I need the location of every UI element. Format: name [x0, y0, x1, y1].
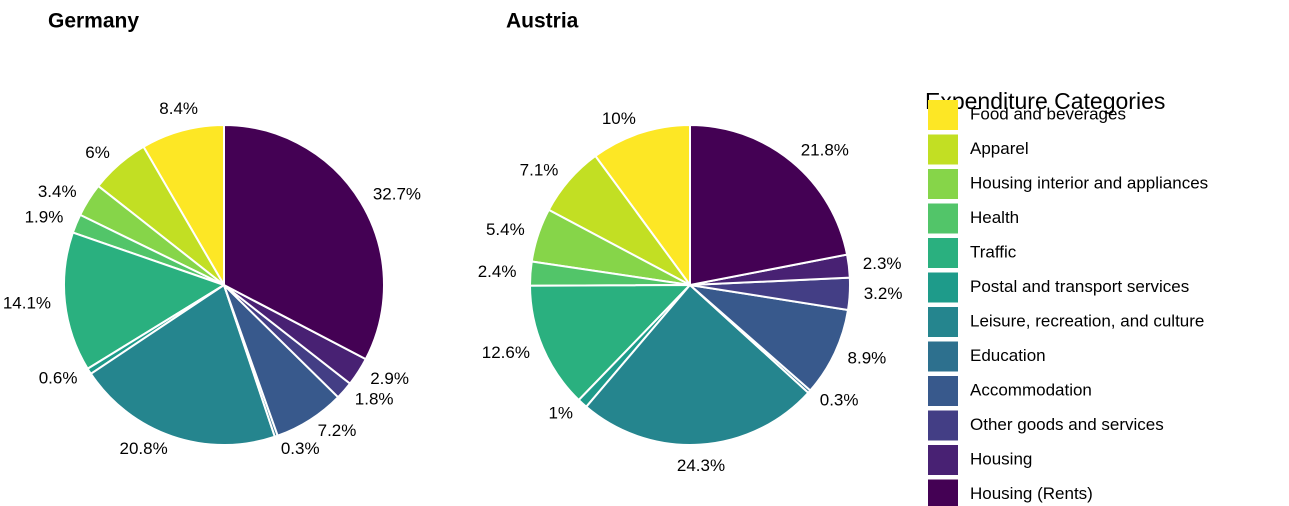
pie-slice — [223, 123, 385, 361]
data-label: 0.3% — [281, 439, 320, 458]
legend-label: Other goods and services — [970, 415, 1164, 434]
data-label: 10% — [602, 109, 636, 128]
data-label: 0.3% — [820, 390, 859, 409]
legend-label: Housing (Rents) — [970, 484, 1093, 503]
chart-title: Germany — [48, 10, 139, 33]
data-label: 12.6% — [482, 343, 530, 362]
legend-label: Accommodation — [970, 380, 1092, 399]
legend-label: Food and beverages — [970, 104, 1126, 123]
legend-label: Apparel — [970, 139, 1029, 158]
data-label: 32.7% — [373, 184, 421, 203]
pie-slice — [142, 123, 225, 289]
data-label: 1.8% — [355, 389, 394, 408]
legend-swatch — [928, 307, 958, 337]
pie-slice — [689, 123, 849, 287]
data-label: 6% — [85, 143, 110, 162]
data-label: 21.8% — [801, 140, 849, 159]
legend-swatch — [928, 376, 958, 406]
legend-swatch — [928, 479, 958, 506]
pie-slice — [63, 231, 227, 371]
data-label: 24.3% — [677, 456, 725, 475]
legend-label: Health — [970, 208, 1019, 227]
legend-label: Postal and transport services — [970, 277, 1189, 296]
legend-label: Housing — [970, 449, 1032, 468]
data-label: 2.9% — [370, 369, 409, 388]
pie-slice — [584, 283, 810, 446]
legend-swatch — [928, 238, 958, 268]
legend-swatch — [928, 410, 958, 441]
data-label: 2.4% — [478, 262, 517, 281]
data-label: 8.4% — [159, 99, 198, 118]
legend-label: Traffic — [970, 242, 1017, 261]
data-label: 1% — [548, 403, 573, 422]
data-label: 5.4% — [486, 220, 525, 239]
data-label: 7.1% — [520, 161, 559, 180]
legend-title: Expenditure Categories — [925, 88, 1165, 114]
legend-swatch — [928, 341, 958, 372]
data-label: 8.9% — [848, 348, 887, 367]
legend-swatch — [928, 203, 958, 234]
legend-swatch — [928, 100, 958, 130]
data-label: 14.1% — [3, 293, 51, 312]
legend-label: Education — [970, 346, 1046, 365]
legend-label: Leisure, recreation, and culture — [970, 311, 1204, 330]
data-label: 2.3% — [863, 254, 902, 273]
pie-slice — [89, 283, 277, 446]
pie-slice — [593, 123, 691, 289]
data-label: 3.2% — [864, 284, 903, 303]
pie-slice — [528, 283, 693, 402]
legend-swatch — [928, 169, 958, 199]
data-label: 1.9% — [25, 208, 64, 227]
legend-label: Housing interior and appliances — [970, 173, 1208, 192]
legend-swatch — [928, 134, 958, 165]
legend-swatch — [928, 272, 958, 303]
data-label: 7.2% — [318, 421, 357, 440]
chart-title: Austria — [506, 10, 579, 33]
data-label: 3.4% — [38, 182, 77, 201]
data-label: 20.8% — [119, 439, 167, 458]
pie-slice — [686, 283, 850, 392]
data-label: 0.6% — [39, 368, 78, 387]
legend-swatch — [928, 445, 958, 475]
